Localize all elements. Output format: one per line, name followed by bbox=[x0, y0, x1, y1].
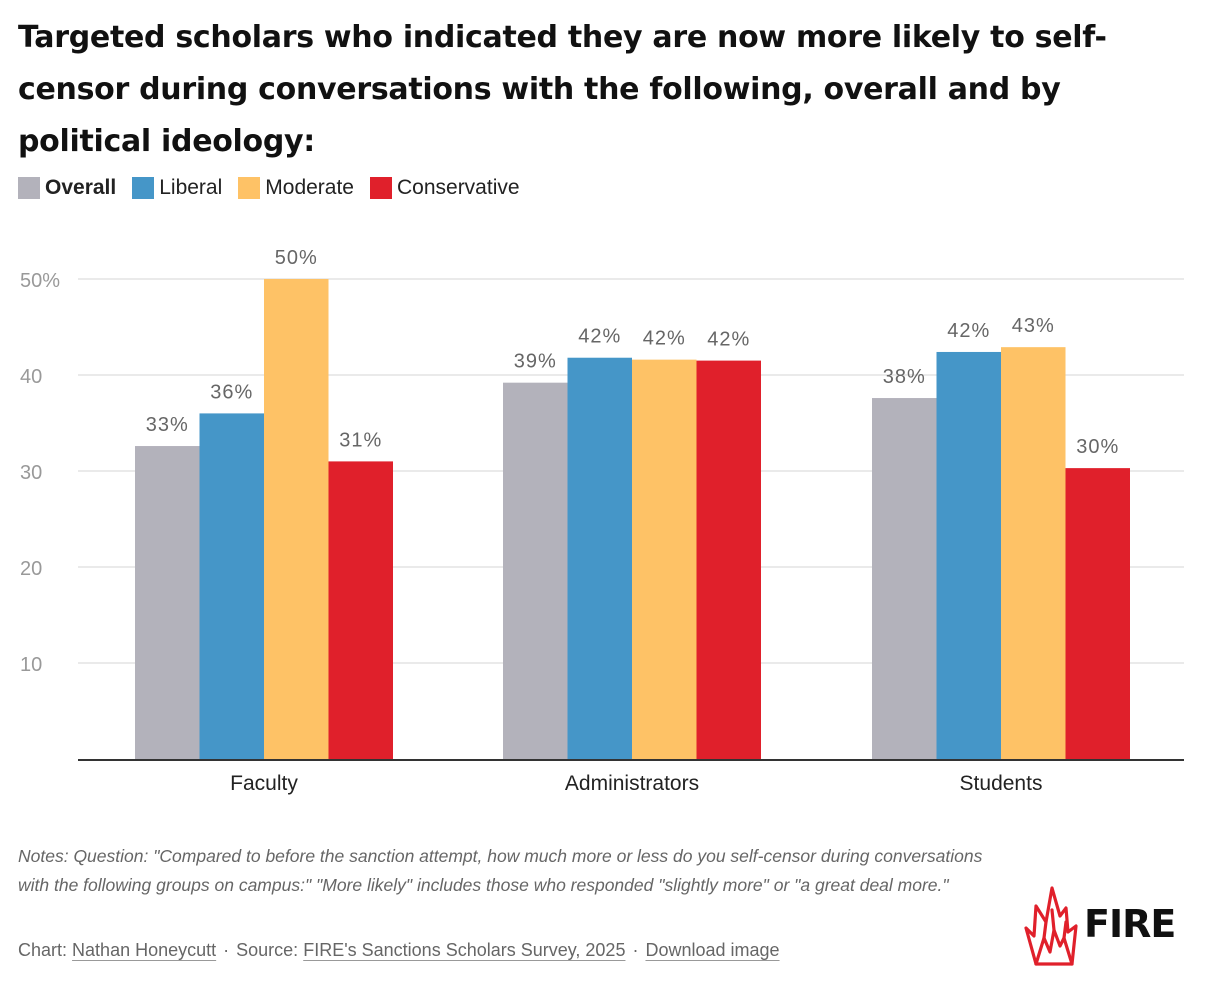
legend-swatch-overall bbox=[18, 177, 40, 199]
legend-item-moderate: Moderate bbox=[238, 176, 354, 200]
bar-moderate-faculty[interactable] bbox=[264, 279, 329, 759]
chart-title: Targeted scholars who indicated they are… bbox=[18, 20, 1107, 159]
source-link[interactable]: FIRE's Sanctions Scholars Survey, 2025 bbox=[303, 940, 626, 960]
data-label: 42% bbox=[947, 320, 990, 342]
bar-chart: 10 20 30 40 50% 33% 36% 50% 31% Faculty 39% 42% 42% 4… bbox=[20, 247, 1184, 795]
bar-overall-faculty[interactable] bbox=[135, 446, 200, 759]
bar-conservative-administrators[interactable] bbox=[696, 360, 762, 759]
separator: · bbox=[632, 940, 639, 960]
data-label: 31% bbox=[339, 429, 382, 451]
legend-swatch-liberal bbox=[132, 177, 155, 199]
logo-text: FIRE bbox=[1084, 902, 1176, 946]
legend-swatch-moderate bbox=[238, 177, 261, 199]
chart-notes: Notes: Question: "Compared to before the… bbox=[18, 846, 983, 895]
bar-overall-administrators[interactable] bbox=[503, 382, 568, 759]
data-label: 42% bbox=[578, 326, 621, 348]
data-label: 33% bbox=[146, 414, 189, 436]
bar-conservative-students[interactable] bbox=[1065, 468, 1131, 759]
bar-liberal-students[interactable] bbox=[936, 351, 1002, 759]
bar-overall-students[interactable] bbox=[872, 398, 937, 759]
y-tick-label: 40 bbox=[20, 366, 42, 388]
data-label: 42% bbox=[707, 329, 750, 351]
bar-liberal-administrators[interactable] bbox=[567, 357, 633, 759]
bar-conservative-faculty[interactable] bbox=[328, 461, 394, 759]
author-link[interactable]: Nathan Honeycutt bbox=[72, 940, 217, 960]
data-label: 50% bbox=[275, 247, 318, 269]
legend-label-conservative: Conservative bbox=[396, 176, 520, 199]
y-tick-label: 20 bbox=[20, 558, 42, 580]
y-tick-label: 30 bbox=[20, 462, 42, 484]
legend-label-overall: Overall bbox=[45, 176, 117, 199]
chart-credit-prefix: Chart: bbox=[18, 940, 68, 960]
separator: · bbox=[223, 940, 230, 960]
data-label: 42% bbox=[643, 328, 686, 350]
flame-icon bbox=[1024, 886, 1078, 966]
legend-item-overall: Overall bbox=[18, 176, 116, 200]
legend-item-liberal: Liberal bbox=[132, 176, 222, 200]
legend-item-conservative: Conservative bbox=[369, 176, 520, 200]
download-image-link[interactable]: Download image bbox=[645, 940, 780, 960]
data-label: 39% bbox=[514, 351, 557, 373]
credits: Chart: Nathan Honeycutt · Source: FIRE's… bbox=[18, 940, 780, 961]
bar-moderate-administrators[interactable] bbox=[632, 359, 697, 759]
y-tick-label: 50% bbox=[20, 270, 60, 292]
legend: Overall Liberal Moderate Conservative bbox=[18, 176, 536, 200]
y-tick-label: 10 bbox=[20, 654, 42, 676]
legend-label-liberal: Liberal bbox=[159, 176, 223, 199]
data-label: 38% bbox=[883, 366, 926, 388]
data-label: 43% bbox=[1012, 315, 1055, 337]
source-prefix: Source: bbox=[236, 940, 299, 960]
legend-label-moderate: Moderate bbox=[265, 176, 354, 199]
bar-liberal-faculty[interactable] bbox=[199, 413, 265, 759]
legend-swatch-conservative bbox=[369, 177, 392, 199]
data-label: 30% bbox=[1076, 436, 1119, 458]
data-label: 36% bbox=[210, 381, 253, 403]
x-tick-label: Faculty bbox=[230, 772, 298, 795]
bar-moderate-students[interactable] bbox=[1001, 347, 1066, 759]
x-tick-label: Students bbox=[960, 772, 1043, 795]
fire-logo[interactable]: FIRE bbox=[1022, 882, 1176, 966]
x-tick-label: Administrators bbox=[565, 772, 699, 795]
